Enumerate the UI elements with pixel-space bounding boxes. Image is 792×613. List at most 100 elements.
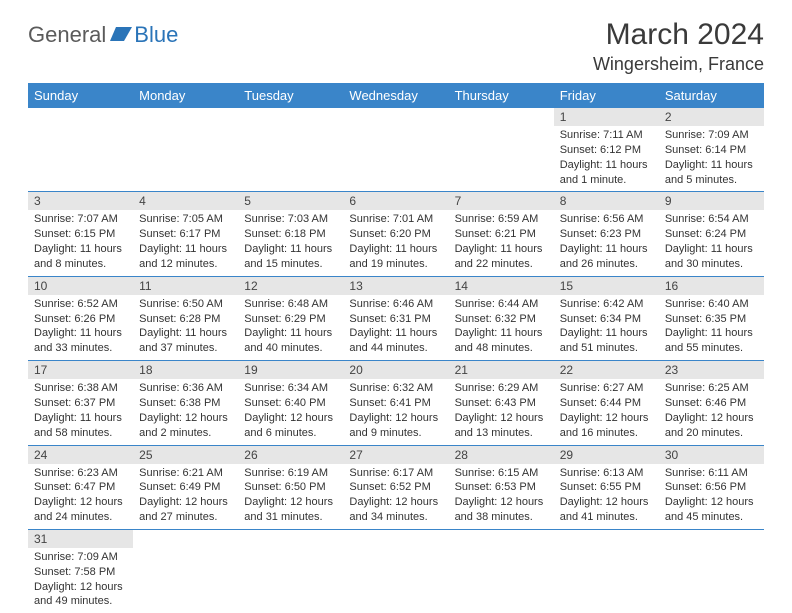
daylight-text: Daylight: 12 hours and 13 minutes. [455,411,548,441]
daylight-text: Daylight: 11 hours and 5 minutes. [665,158,758,188]
daylight-text: Daylight: 11 hours and 37 minutes. [139,326,232,356]
sunrise-text: Sunrise: 6:15 AM [455,466,548,481]
title-block: March 2024 Wingersheim, France [593,18,764,75]
day-header: Sunday [28,83,133,108]
sunrise-text: Sunrise: 6:59 AM [455,212,548,227]
calendar-week-row: 3Sunrise: 7:07 AMSunset: 6:15 PMDaylight… [28,192,764,276]
sunrise-text: Sunrise: 7:05 AM [139,212,232,227]
sunset-text: Sunset: 6:20 PM [349,227,442,242]
daylight-text: Daylight: 11 hours and 44 minutes. [349,326,442,356]
sunset-text: Sunset: 6:21 PM [455,227,548,242]
day-details: Sunrise: 7:11 AMSunset: 6:12 PMDaylight:… [554,126,659,191]
sunset-text: Sunset: 6:32 PM [455,312,548,327]
day-details: Sunrise: 6:46 AMSunset: 6:31 PMDaylight:… [343,295,448,360]
header: General Blue March 2024 Wingersheim, Fra… [28,18,764,75]
day-details: Sunrise: 7:05 AMSunset: 6:17 PMDaylight:… [133,210,238,275]
calendar-day-cell: 23Sunrise: 6:25 AMSunset: 6:46 PMDayligh… [659,361,764,445]
daylight-text: Daylight: 11 hours and 15 minutes. [244,242,337,272]
day-number: 5 [238,192,343,210]
calendar-day-cell [449,108,554,192]
day-number: 15 [554,277,659,295]
calendar-day-cell: 21Sunrise: 6:29 AMSunset: 6:43 PMDayligh… [449,361,554,445]
sunset-text: Sunset: 6:53 PM [455,480,548,495]
brand-text-2: Blue [134,22,178,48]
day-details: Sunrise: 7:01 AMSunset: 6:20 PMDaylight:… [343,210,448,275]
day-header: Friday [554,83,659,108]
calendar-day-cell: 7Sunrise: 6:59 AMSunset: 6:21 PMDaylight… [449,192,554,276]
calendar-day-cell [238,108,343,192]
calendar-day-cell [28,108,133,192]
calendar-day-cell: 15Sunrise: 6:42 AMSunset: 6:34 PMDayligh… [554,276,659,360]
daylight-text: Daylight: 12 hours and 34 minutes. [349,495,442,525]
day-number: 14 [449,277,554,295]
sunset-text: Sunset: 6:38 PM [139,396,232,411]
day-number: 18 [133,361,238,379]
calendar-day-cell: 30Sunrise: 6:11 AMSunset: 6:56 PMDayligh… [659,445,764,529]
calendar-day-cell: 6Sunrise: 7:01 AMSunset: 6:20 PMDaylight… [343,192,448,276]
day-details: Sunrise: 6:42 AMSunset: 6:34 PMDaylight:… [554,295,659,360]
calendar-day-cell: 25Sunrise: 6:21 AMSunset: 6:49 PMDayligh… [133,445,238,529]
day-details: Sunrise: 6:17 AMSunset: 6:52 PMDaylight:… [343,464,448,529]
calendar-day-cell: 16Sunrise: 6:40 AMSunset: 6:35 PMDayligh… [659,276,764,360]
sunrise-text: Sunrise: 6:36 AM [139,381,232,396]
day-details: Sunrise: 7:07 AMSunset: 6:15 PMDaylight:… [28,210,133,275]
day-details: Sunrise: 6:54 AMSunset: 6:24 PMDaylight:… [659,210,764,275]
sunrise-text: Sunrise: 6:19 AM [244,466,337,481]
calendar-day-cell [343,529,448,613]
calendar-day-cell [343,108,448,192]
daylight-text: Daylight: 11 hours and 55 minutes. [665,326,758,356]
calendar-table: Sunday Monday Tuesday Wednesday Thursday… [28,83,764,613]
calendar-day-cell: 14Sunrise: 6:44 AMSunset: 6:32 PMDayligh… [449,276,554,360]
day-details: Sunrise: 7:03 AMSunset: 6:18 PMDaylight:… [238,210,343,275]
calendar-day-cell [133,108,238,192]
sunset-text: Sunset: 6:15 PM [34,227,127,242]
day-number: 9 [659,192,764,210]
sunset-text: Sunset: 6:26 PM [34,312,127,327]
sunrise-text: Sunrise: 7:11 AM [560,128,653,143]
page-title: March 2024 [593,18,764,52]
sunrise-text: Sunrise: 6:56 AM [560,212,653,227]
sunrise-text: Sunrise: 6:21 AM [139,466,232,481]
day-details: Sunrise: 6:48 AMSunset: 6:29 PMDaylight:… [238,295,343,360]
sunrise-text: Sunrise: 6:23 AM [34,466,127,481]
sunset-text: Sunset: 6:12 PM [560,143,653,158]
sunset-text: Sunset: 6:35 PM [665,312,758,327]
sunset-text: Sunset: 6:34 PM [560,312,653,327]
calendar-day-cell: 9Sunrise: 6:54 AMSunset: 6:24 PMDaylight… [659,192,764,276]
calendar-week-row: 24Sunrise: 6:23 AMSunset: 6:47 PMDayligh… [28,445,764,529]
sunset-text: Sunset: 6:14 PM [665,143,758,158]
day-details: Sunrise: 6:34 AMSunset: 6:40 PMDaylight:… [238,379,343,444]
day-details: Sunrise: 6:56 AMSunset: 6:23 PMDaylight:… [554,210,659,275]
day-number: 31 [28,530,133,548]
calendar-day-cell: 18 Sunrise: 6:36 AMSunset: 6:38 PMDayligh… [133,361,238,445]
sunset-text: Sunset: 6:56 PM [665,480,758,495]
sunset-text: Sunset: 6:43 PM [455,396,548,411]
day-details: Sunrise: 6:50 AMSunset: 6:28 PMDaylight:… [133,295,238,360]
calendar-day-cell: 29Sunrise: 6:13 AMSunset: 6:55 PMDayligh… [554,445,659,529]
calendar-day-cell: 28Sunrise: 6:15 AMSunset: 6:53 PMDayligh… [449,445,554,529]
sunrise-text: Sunrise: 6:42 AM [560,297,653,312]
daylight-text: Daylight: 12 hours and 2 minutes. [139,411,232,441]
day-number: 11 [133,277,238,295]
calendar-day-cell: 2Sunrise: 7:09 AMSunset: 6:14 PMDaylight… [659,108,764,192]
day-details: Sunrise: 6:23 AMSunset: 6:47 PMDaylight:… [28,464,133,529]
sunset-text: Sunset: 6:44 PM [560,396,653,411]
sunrise-text: Sunrise: 6:34 AM [244,381,337,396]
day-details: Sunrise: 7:09 AMSunset: 6:14 PMDaylight:… [659,126,764,191]
day-details: Sunrise: 7:09 AMSunset: 7:58 PMDaylight:… [28,548,133,613]
calendar-week-row: 31Sunrise: 7:09 AMSunset: 7:58 PMDayligh… [28,529,764,613]
day-details: Sunrise: 6:25 AMSunset: 6:46 PMDaylight:… [659,379,764,444]
day-number: 19 [238,361,343,379]
day-details: Sunrise: 6:11 AMSunset: 6:56 PMDaylight:… [659,464,764,529]
daylight-text: Daylight: 12 hours and 27 minutes. [139,495,232,525]
sunrise-text: Sunrise: 6:25 AM [665,381,758,396]
day-number: 2 [659,108,764,126]
sunrise-text: Sunrise: 6:38 AM [34,381,127,396]
day-number: 8 [554,192,659,210]
sunrise-text: Sunrise: 7:03 AM [244,212,337,227]
day-details: Sunrise: 6:52 AMSunset: 6:26 PMDaylight:… [28,295,133,360]
calendar-week-row: 10Sunrise: 6:52 AMSunset: 6:26 PMDayligh… [28,276,764,360]
calendar-day-cell: 17Sunrise: 6:38 AMSunset: 6:37 PMDayligh… [28,361,133,445]
day-number: 29 [554,446,659,464]
calendar-week-row: 17Sunrise: 6:38 AMSunset: 6:37 PMDayligh… [28,361,764,445]
